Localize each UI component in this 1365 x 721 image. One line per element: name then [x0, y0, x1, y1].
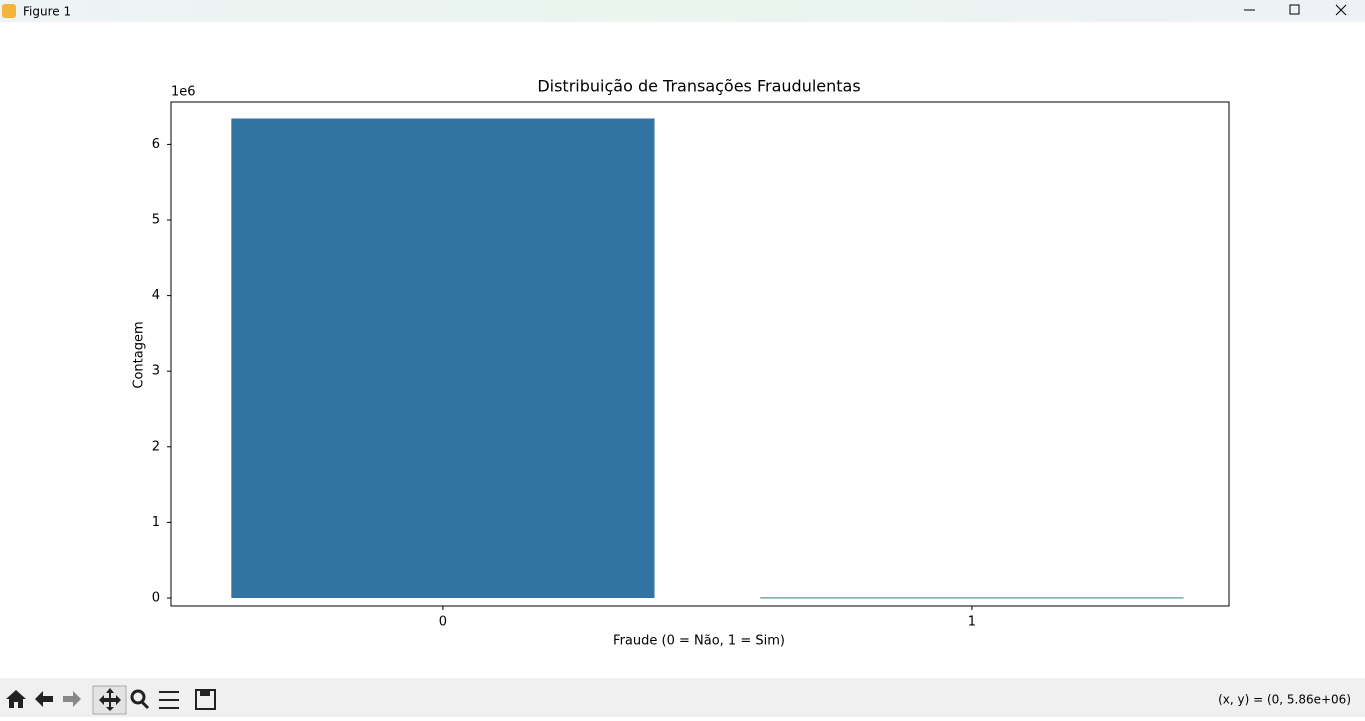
bar [231, 118, 655, 599]
close-button[interactable] [1335, 4, 1347, 16]
forward-button[interactable] [63, 691, 81, 707]
configure-button[interactable] [159, 691, 179, 709]
y-tick-label: 1 [152, 515, 160, 530]
window-title: Figure 1 [23, 5, 71, 19]
status-text: (x, y) = (0, 5.86e+06) [1218, 693, 1351, 707]
y-offset-label: 1e6 [171, 85, 196, 100]
app-icon [2, 4, 16, 18]
x-tick-label: 1 [968, 615, 976, 630]
maximize-button[interactable] [1289, 4, 1300, 15]
y-tick-label: 6 [152, 137, 160, 152]
axes-frame [170, 101, 1230, 607]
y-axis-label: Contagem [132, 321, 147, 388]
y-tick-label: 2 [152, 439, 160, 454]
home-button[interactable] [6, 690, 26, 708]
chart-title: Distribuição de Transações Fraudulentas [537, 77, 860, 96]
back-button[interactable] [35, 691, 53, 707]
y-tick-label: 5 [152, 213, 160, 228]
y-tick-label: 3 [152, 364, 160, 379]
title-bar [0, 0, 1365, 22]
toolbar [0, 678, 1365, 717]
y-tick-label: 4 [152, 288, 160, 303]
figure [0, 22, 1365, 678]
x-tick-label: 0 [439, 615, 447, 630]
zoom-button[interactable] [130, 689, 146, 705]
toolbar-icons [6, 685, 216, 715]
bar [760, 597, 1184, 599]
y-tick-label: 0 [152, 591, 160, 606]
x-axis-label: Fraude (0 = Não, 1 = Sim) [613, 634, 785, 649]
